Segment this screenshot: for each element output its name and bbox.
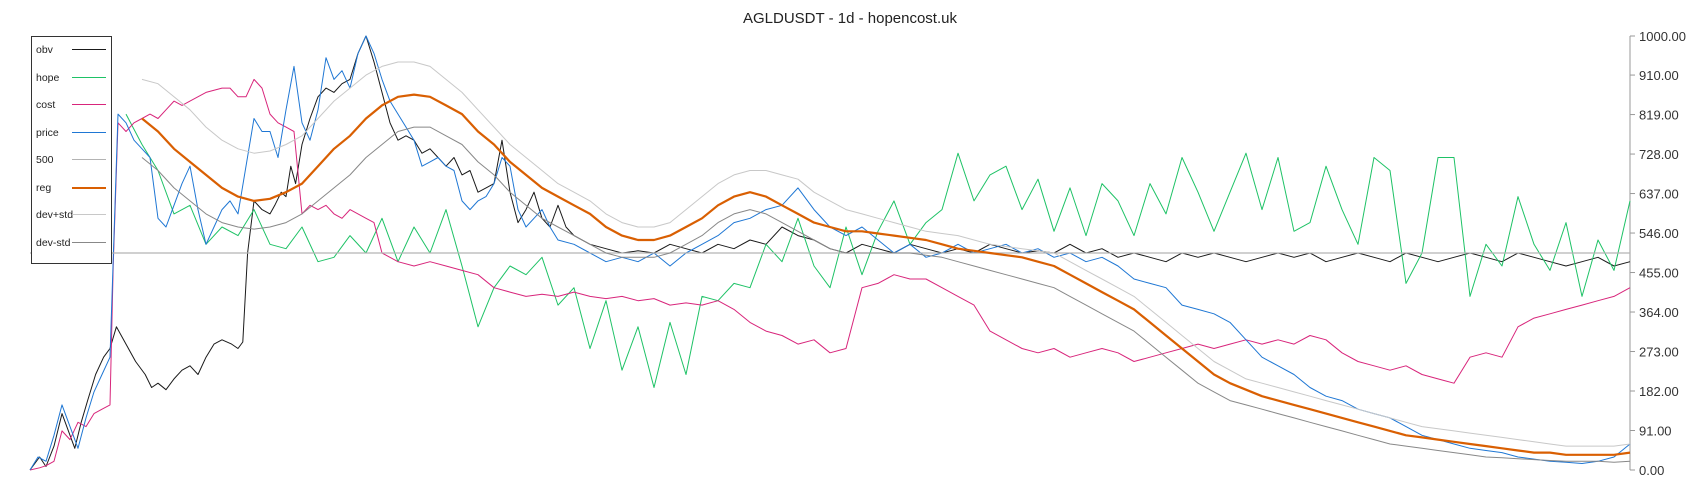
chart-title: AGLDUSDT - 1d - hopencost.uk xyxy=(743,10,957,27)
y-axis: 1000.00 910.00 819.00 728.00 637.00 546.00 455… xyxy=(1629,29,1686,478)
series-line-dev+std xyxy=(141,61,1631,447)
legend-item-obv: obv xyxy=(32,41,111,59)
series-line-cost xyxy=(29,78,1631,471)
legend-label: reg xyxy=(36,181,52,194)
series-group xyxy=(29,35,1631,471)
series-line-price xyxy=(29,35,1631,471)
legend-swatch xyxy=(72,76,106,78)
legend-item-500: 500 xyxy=(32,151,111,169)
y-tick-label: 0.00 xyxy=(1639,463,1664,478)
y-tick-label: 1000.00 xyxy=(1639,29,1686,44)
legend-item-price: price xyxy=(32,124,111,142)
legend-item-cost: cost xyxy=(32,96,111,114)
legend-label: cost xyxy=(36,99,56,111)
series-line-dev-std xyxy=(141,126,1631,463)
legend: obv hope cost price 500 reg dev+std dev-std xyxy=(31,36,112,264)
y-tick-label: 637.00 xyxy=(1639,187,1679,202)
legend-label: dev-std xyxy=(36,236,71,249)
series-line-hope xyxy=(125,113,1631,388)
y-tick-label: 910.00 xyxy=(1639,68,1679,83)
legend-swatch xyxy=(72,214,106,215)
y-tick-label: 364.00 xyxy=(1639,305,1679,320)
y-tick-label: 728.00 xyxy=(1639,147,1679,162)
legend-label: hope xyxy=(36,71,60,84)
legend-label: price xyxy=(36,126,59,139)
legend-swatch xyxy=(72,131,106,133)
y-tick-label: 182.00 xyxy=(1639,384,1679,399)
y-tick-label: 273.00 xyxy=(1639,345,1679,360)
y-tick-label: 546.00 xyxy=(1639,226,1679,241)
legend-swatch xyxy=(72,104,106,105)
legend-label: obv xyxy=(36,44,53,56)
legend-swatch xyxy=(72,241,106,243)
y-tick-label: 819.00 xyxy=(1639,108,1679,123)
legend-label: 500 xyxy=(36,154,54,166)
legend-swatch xyxy=(72,186,106,189)
y-tick-label: 455.00 xyxy=(1639,266,1679,281)
legend-item-hope: hope xyxy=(32,69,111,87)
legend-item-reg: reg xyxy=(32,179,111,197)
legend-swatch xyxy=(72,49,106,50)
legend-swatch xyxy=(72,159,106,160)
legend-item-dev-std: dev-std xyxy=(32,234,111,252)
legend-label: dev+std xyxy=(36,209,74,221)
y-tick-label: 91.00 xyxy=(1639,424,1672,439)
series-line-reg xyxy=(141,93,1631,456)
legend-item-dev+std: dev+std xyxy=(32,206,111,224)
